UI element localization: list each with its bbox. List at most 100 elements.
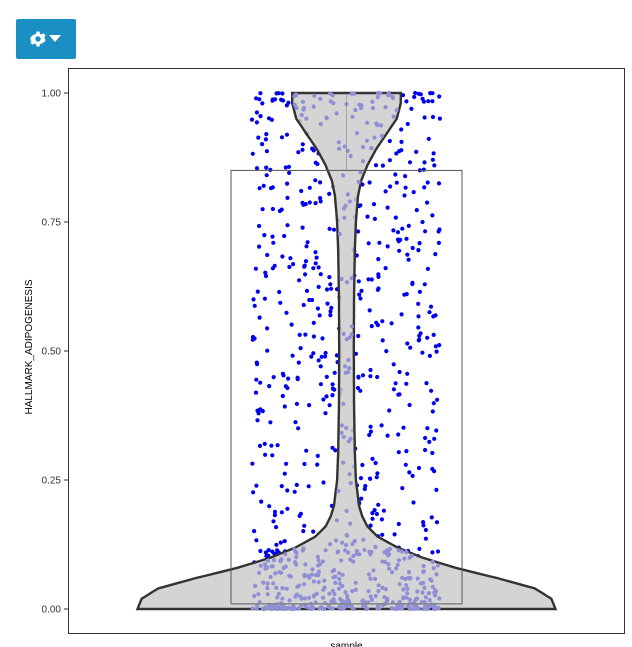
data-point <box>349 332 354 337</box>
data-point <box>399 549 404 554</box>
data-point <box>423 527 428 533</box>
data-point <box>286 557 291 562</box>
data-point <box>375 323 380 328</box>
data-point <box>322 585 327 590</box>
data-point <box>324 374 329 379</box>
data-point <box>254 166 260 171</box>
data-point <box>294 555 299 560</box>
settings-dropdown-button[interactable] <box>16 19 76 59</box>
data-point <box>410 281 415 287</box>
data-point <box>417 337 422 342</box>
data-point <box>316 284 321 289</box>
data-point <box>295 584 300 589</box>
data-point <box>431 314 436 319</box>
data-point <box>372 508 377 513</box>
data-point <box>280 586 285 591</box>
data-point <box>399 139 404 144</box>
data-point <box>422 185 427 190</box>
data-point <box>257 186 262 191</box>
data-point <box>302 461 307 467</box>
data-point <box>431 332 436 337</box>
data-point <box>406 257 411 262</box>
data-point <box>253 390 259 395</box>
data-point <box>385 205 390 210</box>
data-point <box>426 591 431 596</box>
data-point <box>286 164 292 169</box>
data-point <box>407 555 412 560</box>
data-point <box>303 272 308 277</box>
data-point <box>254 606 259 611</box>
data-point <box>351 606 356 612</box>
data-point <box>315 306 320 311</box>
data-point <box>312 93 317 98</box>
data-point <box>343 364 348 369</box>
data-point <box>263 137 268 142</box>
data-point <box>369 324 374 329</box>
data-point <box>271 558 277 563</box>
data-point <box>311 594 316 599</box>
data-point <box>311 320 316 325</box>
data-point <box>435 397 440 402</box>
data-point <box>360 462 365 468</box>
data-point <box>303 562 308 567</box>
data-point <box>343 548 348 553</box>
data-point <box>311 266 316 271</box>
data-point <box>429 515 434 520</box>
data-point <box>328 282 333 287</box>
data-point <box>292 560 298 565</box>
data-point <box>296 150 301 155</box>
data-point <box>420 590 425 595</box>
data-point <box>258 91 263 96</box>
data-point <box>323 548 328 553</box>
data-point <box>425 335 430 340</box>
data-point <box>393 381 398 386</box>
data-point <box>415 589 420 594</box>
data-point <box>283 384 288 389</box>
data-point <box>379 133 385 138</box>
data-point <box>257 97 262 102</box>
data-point <box>405 341 410 346</box>
data-point <box>404 99 409 104</box>
data-point <box>415 596 420 601</box>
data-point <box>366 589 371 594</box>
data-point <box>345 533 350 538</box>
data-point <box>347 472 352 477</box>
data-point <box>423 536 428 541</box>
data-point <box>300 200 305 205</box>
data-point <box>251 490 256 495</box>
data-point <box>347 335 352 340</box>
data-point <box>423 606 428 611</box>
data-point <box>279 557 284 562</box>
data-point <box>423 229 428 234</box>
data-point <box>265 326 270 331</box>
data-point <box>413 90 418 96</box>
data-point <box>311 529 316 534</box>
data-point <box>334 518 339 523</box>
data-point <box>349 324 354 329</box>
data-point <box>425 266 430 271</box>
data-point <box>299 188 304 194</box>
data-point <box>302 582 307 587</box>
data-point <box>310 146 315 151</box>
data-point <box>406 570 412 575</box>
data-point <box>434 520 440 525</box>
data-point <box>395 562 400 567</box>
data-point <box>358 388 363 393</box>
data-point <box>405 371 410 376</box>
data-point <box>265 581 270 586</box>
data-point <box>255 418 260 423</box>
data-point <box>352 538 357 544</box>
data-point <box>272 509 278 514</box>
data-point <box>427 310 432 315</box>
data-point <box>407 160 413 165</box>
data-point <box>268 186 274 191</box>
data-point <box>368 429 373 434</box>
violin-shape <box>135 91 558 611</box>
data-point <box>318 272 323 277</box>
data-point <box>316 265 321 270</box>
data-point <box>379 517 384 522</box>
data-point <box>265 586 270 591</box>
data-point <box>320 336 325 341</box>
data-point <box>336 140 341 145</box>
